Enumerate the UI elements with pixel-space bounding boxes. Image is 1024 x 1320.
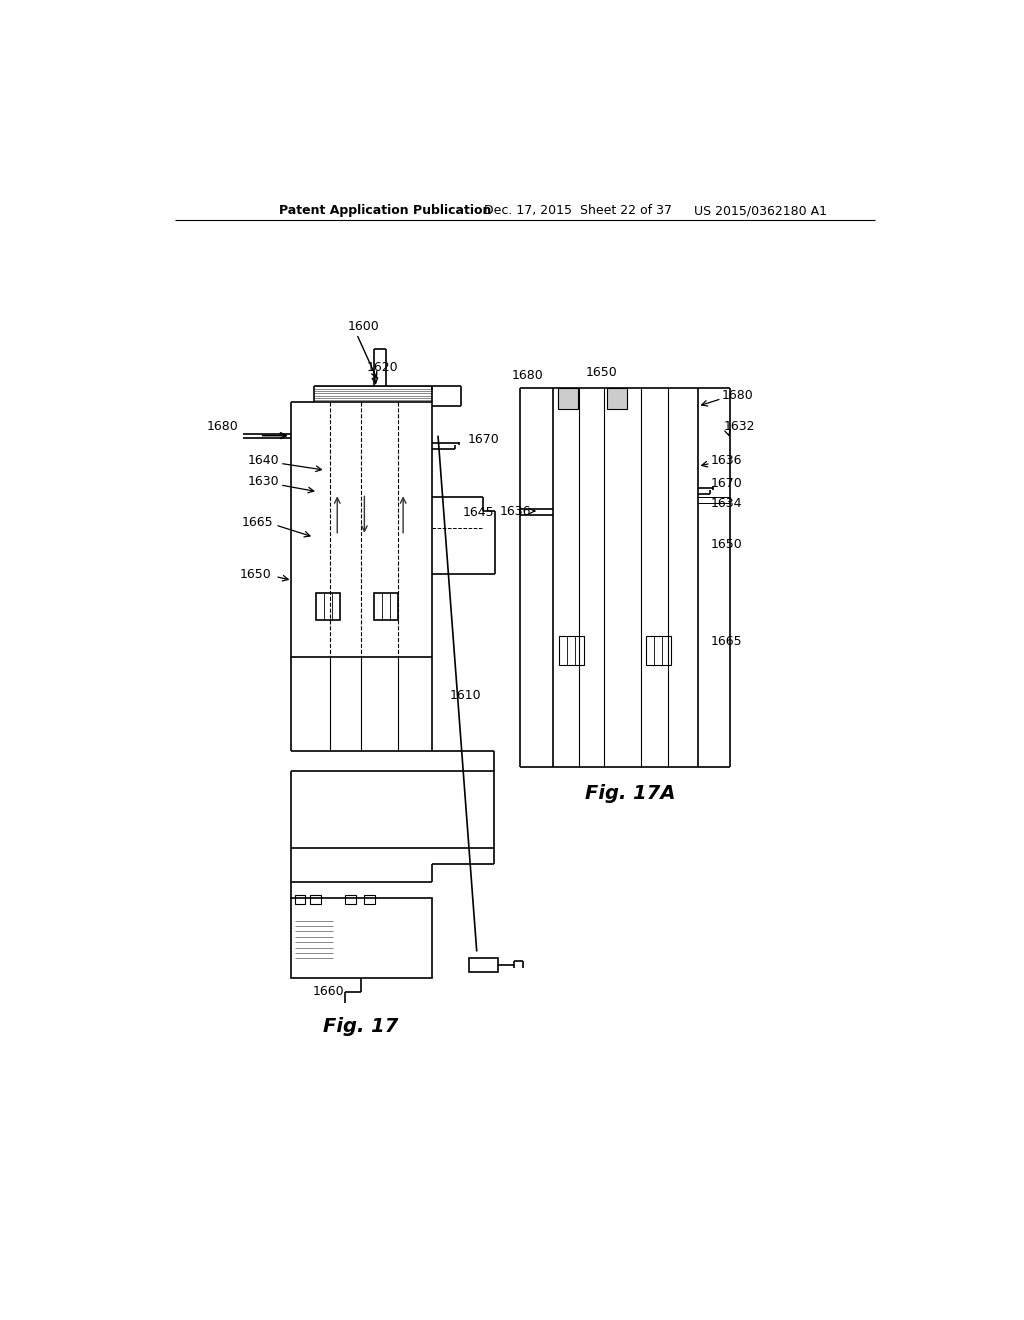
Text: 1680: 1680 bbox=[512, 370, 544, 381]
Text: 1665: 1665 bbox=[242, 516, 273, 529]
Text: 1630: 1630 bbox=[248, 475, 280, 488]
Bar bbox=[316, 594, 340, 620]
Bar bbox=[558, 388, 579, 409]
Text: Dec. 17, 2015  Sheet 22 of 37: Dec. 17, 2015 Sheet 22 of 37 bbox=[484, 205, 673, 218]
Text: 1636: 1636 bbox=[500, 504, 531, 517]
Bar bbox=[310, 895, 321, 904]
Text: 1650: 1650 bbox=[711, 539, 742, 552]
Text: 1620: 1620 bbox=[367, 362, 398, 375]
Text: 1650: 1650 bbox=[240, 568, 271, 581]
Bar bbox=[375, 594, 397, 620]
Bar bbox=[365, 895, 375, 904]
Bar bbox=[607, 388, 627, 409]
Bar bbox=[646, 636, 671, 665]
Text: Fig. 17A: Fig. 17A bbox=[585, 784, 676, 803]
Text: 1632: 1632 bbox=[723, 420, 755, 433]
Bar bbox=[559, 636, 584, 665]
Text: 1670: 1670 bbox=[711, 477, 742, 490]
Text: 1680: 1680 bbox=[207, 420, 239, 433]
Text: 1680: 1680 bbox=[722, 389, 754, 403]
Text: 1600: 1600 bbox=[347, 319, 379, 333]
Text: 1645: 1645 bbox=[463, 506, 495, 519]
Bar bbox=[295, 895, 305, 904]
Text: Fig. 17: Fig. 17 bbox=[323, 1018, 398, 1036]
Text: 1660: 1660 bbox=[312, 985, 344, 998]
Text: 1634: 1634 bbox=[711, 496, 742, 510]
Text: 1650: 1650 bbox=[586, 366, 617, 379]
Text: 1610: 1610 bbox=[450, 689, 481, 702]
Text: 1636: 1636 bbox=[711, 454, 742, 467]
Text: US 2015/0362180 A1: US 2015/0362180 A1 bbox=[693, 205, 826, 218]
Text: 1670: 1670 bbox=[467, 433, 500, 446]
Text: 1640: 1640 bbox=[248, 454, 280, 467]
Bar bbox=[345, 895, 356, 904]
Bar bbox=[469, 958, 499, 972]
Bar bbox=[291, 898, 432, 978]
Text: Patent Application Publication: Patent Application Publication bbox=[280, 205, 492, 218]
Text: 1665: 1665 bbox=[711, 635, 742, 648]
